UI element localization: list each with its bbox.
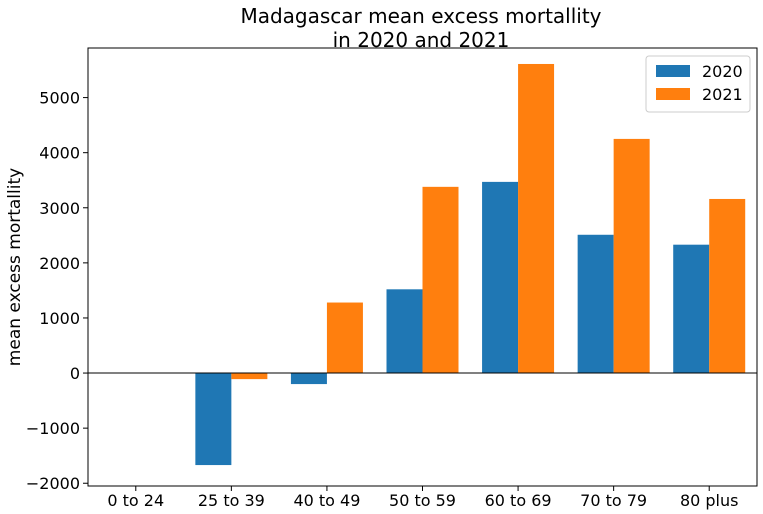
y-tick-label: −2000: [26, 474, 80, 493]
legend-label-2020: 2020: [702, 62, 743, 81]
bar-2021-80-plus: [709, 198, 746, 374]
x-tick-label: 80 plus: [680, 491, 739, 510]
chart-title: Madagascar mean excess mortallity in 202…: [240, 4, 601, 52]
bar-2021-50-to-59: [422, 186, 459, 374]
bar-2021-60-to-69: [518, 63, 555, 374]
x-tick-label: 60 to 69: [485, 491, 552, 510]
legend-swatch-2021: [656, 88, 690, 100]
y-tick-label: 1000: [39, 309, 80, 328]
bar-2020-25-to-39: [195, 373, 232, 466]
bars-group: [195, 63, 746, 466]
bar-2021-70-to-79: [613, 138, 650, 374]
y-tick-label: 0: [70, 364, 80, 383]
bar-2021-40-to-49: [326, 302, 363, 374]
bar-2020-80-plus: [673, 244, 710, 374]
y-tick-label: 3000: [39, 199, 80, 218]
y-tick-label: 4000: [39, 144, 80, 163]
y-tick-label: 5000: [39, 89, 80, 108]
bar-2020-40-to-49: [290, 373, 327, 385]
x-tick-label: 40 to 49: [293, 491, 360, 510]
legend-label-2021: 2021: [702, 85, 743, 104]
x-tick-label: 0 to 24: [107, 491, 164, 510]
bar-2021-25-to-39: [231, 373, 268, 380]
x-tick-label: 70 to 79: [580, 491, 647, 510]
bar-2020-60-to-69: [482, 181, 519, 374]
chart-title-line-1: Madagascar mean excess mortallity: [240, 4, 601, 28]
x-tick-label: 50 to 59: [389, 491, 456, 510]
legend-swatch-2020: [656, 65, 690, 77]
x-axis: 0 to 24 25 to 39 40 to 49 50 to 59 60 to 69 7…: [107, 486, 738, 510]
y-tick-label: 2000: [39, 254, 80, 273]
x-tick-label: 25 to 39: [198, 491, 265, 510]
y-axis-label: mean excess mortallity: [5, 168, 25, 366]
y-axis: −2000 −1000 0 1000 2000 3000 4000 5000: [26, 89, 88, 493]
bar-2020-70-to-79: [577, 234, 614, 374]
y-tick-label: −1000: [26, 419, 80, 438]
legend: 2020 2021: [645, 55, 751, 113]
bar-2020-50-to-59: [386, 289, 423, 374]
